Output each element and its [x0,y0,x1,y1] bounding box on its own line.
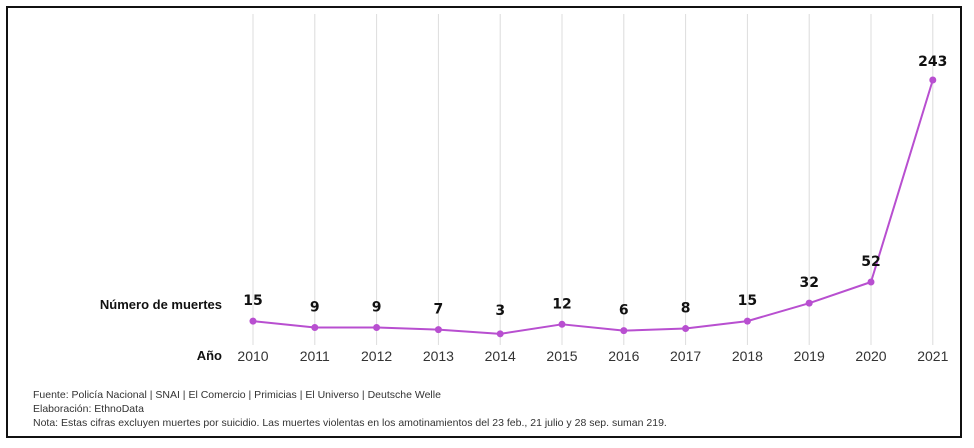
data-point-2011 [311,323,319,331]
data-point-2015 [558,320,566,328]
x-tick-2011: 2011 [300,348,330,364]
data-label-2010: 15 [243,293,262,309]
chart-frame [6,6,962,438]
x-tick-2016: 2016 [608,348,639,364]
x-tick-2014: 2014 [485,348,516,364]
data-label-2021: 243 [918,54,947,70]
data-point-2012 [373,323,381,331]
data-label-2018: 15 [738,293,757,309]
x-tick-2017: 2017 [670,348,701,364]
data-label-2012: 9 [372,299,382,315]
data-point-2018 [743,317,751,325]
data-point-2017 [682,325,690,333]
x-axis-label: Año [197,348,222,363]
data-point-2013 [434,326,442,334]
series-deaths [249,76,937,338]
data-label-2016: 6 [619,303,629,319]
x-tick-labels: 2010 2011 2012 2013 2014 2015 2016 2017 2018 2019… [237,348,948,364]
data-label-2011: 9 [310,299,320,315]
data-label-2013: 7 [434,302,444,318]
vertical-gridlines [252,14,934,345]
data-label-2015: 12 [552,296,571,312]
footnote: Nota: Estas cifras excluyen muertes por … [33,417,667,429]
data-point-2014 [496,330,504,338]
data-point-2021 [929,76,937,84]
y-axis-label: Número de muertes [100,297,222,312]
data-point-2010 [249,317,257,325]
data-point-2020 [867,278,875,286]
x-tick-2015: 2015 [546,348,577,364]
x-tick-2021: 2021 [917,348,948,364]
data-label-2017: 8 [681,301,691,317]
elaboration-note: Elaboración: EthnoData [33,403,144,415]
data-labels: 15 9 9 7 3 12 6 8 15 32 52 243 [243,54,947,319]
data-label-2019: 32 [799,275,818,291]
x-tick-2012: 2012 [361,348,392,364]
source-note: Fuente: Policía Nacional | SNAI | El Com… [33,389,441,401]
x-tick-2020: 2020 [855,348,886,364]
data-point-2019 [805,299,813,307]
data-point-2016 [620,327,628,335]
x-tick-2018: 2018 [732,348,763,364]
x-tick-2019: 2019 [794,348,825,364]
x-tick-2010: 2010 [237,348,268,364]
x-tick-2013: 2013 [423,348,454,364]
series-line [252,79,934,335]
data-label-2020: 52 [861,254,880,270]
data-label-2014: 3 [495,303,505,319]
